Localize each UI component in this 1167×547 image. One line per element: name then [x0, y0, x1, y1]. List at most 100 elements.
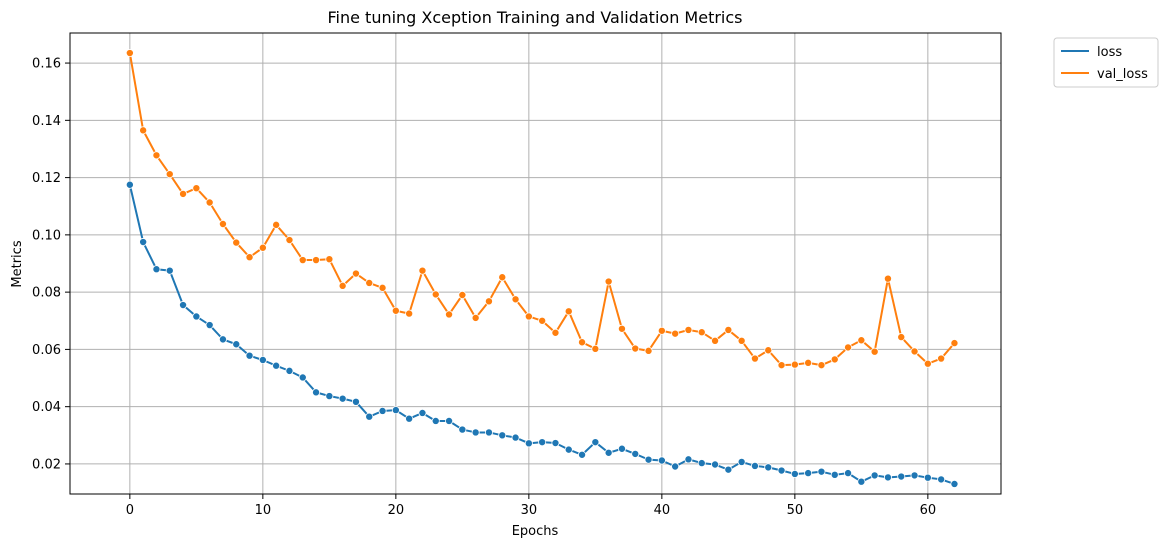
data-point-loss	[405, 414, 414, 423]
data-point-loss	[538, 438, 547, 447]
data-point-loss	[338, 394, 347, 403]
data-point-loss	[232, 340, 241, 349]
data-point-loss	[804, 469, 813, 478]
data-point-val-loss	[671, 329, 680, 338]
data-point-val-loss	[179, 189, 188, 198]
data-point-val-loss	[125, 49, 134, 58]
data-point-val-loss	[684, 325, 693, 334]
data-point-loss	[365, 412, 374, 421]
y-tick-label: 0.08	[32, 286, 61, 301]
x-tick-label: 60	[920, 503, 937, 518]
x-tick-label: 40	[654, 503, 671, 518]
data-point-val-loss	[564, 307, 573, 316]
data-point-loss	[684, 455, 693, 464]
data-point-val-loss	[777, 361, 786, 370]
data-point-val-loss	[657, 326, 666, 335]
data-point-loss	[724, 465, 733, 474]
data-point-val-loss	[312, 256, 321, 265]
data-point-val-loss	[870, 347, 879, 356]
data-point-val-loss	[458, 290, 467, 299]
data-point-val-loss	[857, 336, 866, 345]
data-point-val-loss	[604, 277, 613, 286]
data-point-val-loss	[937, 354, 946, 363]
x-axis-label: Epochs	[512, 524, 559, 539]
series-loss	[125, 180, 959, 488]
data-point-val-loss	[431, 290, 440, 299]
data-point-val-loss	[631, 344, 640, 353]
data-point-loss	[671, 462, 680, 471]
data-point-loss	[445, 416, 454, 425]
data-point-val-loss	[285, 236, 294, 245]
data-point-val-loss	[923, 359, 932, 368]
data-point-loss	[511, 433, 520, 442]
data-point-val-loss	[165, 170, 174, 179]
data-point-loss	[591, 438, 600, 447]
data-point-val-loss	[365, 278, 374, 287]
data-point-val-loss	[205, 198, 214, 207]
data-point-loss	[790, 469, 799, 478]
x-tick-label: 50	[787, 503, 804, 518]
data-point-loss	[830, 470, 839, 479]
data-point-loss	[285, 366, 294, 375]
data-point-val-loss	[790, 360, 799, 369]
data-point-loss	[604, 448, 613, 457]
data-point-val-loss	[817, 361, 826, 370]
data-point-loss	[139, 238, 148, 247]
y-tick-label: 0.02	[32, 457, 61, 472]
data-point-loss	[431, 416, 440, 425]
data-point-loss	[192, 312, 201, 321]
data-point-loss	[631, 449, 640, 458]
data-point-val-loss	[910, 347, 919, 356]
data-point-val-loss	[351, 269, 360, 278]
data-point-val-loss	[139, 126, 148, 135]
data-point-val-loss	[405, 309, 414, 318]
data-point-loss	[737, 457, 746, 466]
y-tick-label: 0.06	[32, 343, 61, 358]
data-point-loss	[165, 266, 174, 275]
data-point-val-loss	[830, 355, 839, 364]
data-point-loss	[125, 180, 134, 189]
data-point-val-loss	[711, 336, 720, 345]
data-point-val-loss	[272, 220, 281, 229]
plot-area-frame	[69, 32, 1002, 495]
data-point-loss	[883, 473, 892, 482]
data-point-loss	[564, 445, 573, 454]
data-point-loss	[312, 388, 321, 397]
data-point-val-loss	[724, 325, 733, 334]
data-point-loss	[484, 428, 493, 437]
data-point-loss	[750, 461, 759, 470]
chart-title: Fine tuning Xception Training and Valida…	[327, 8, 742, 27]
data-point-loss	[711, 460, 720, 469]
data-point-loss	[471, 428, 480, 437]
data-point-val-loss	[804, 358, 813, 367]
grid-lines	[70, 33, 1001, 494]
y-tick-label: 0.04	[32, 400, 61, 415]
data-point-loss	[657, 456, 666, 465]
data-point-loss	[551, 439, 560, 448]
data-point-val-loss	[750, 354, 759, 363]
data-point-val-loss	[418, 266, 427, 275]
data-point-val-loss	[524, 312, 533, 321]
data-point-val-loss	[764, 346, 773, 355]
data-point-loss	[923, 473, 932, 482]
data-point-val-loss	[697, 328, 706, 337]
data-point-val-loss	[498, 273, 507, 282]
data-point-loss	[844, 469, 853, 478]
data-point-loss	[950, 479, 959, 488]
data-point-loss	[179, 301, 188, 310]
x-axis-ticks: 0 10 20 30 40 50 60	[126, 494, 936, 518]
data-point-loss	[218, 335, 227, 344]
data-point-loss	[910, 471, 919, 480]
data-point-loss	[817, 467, 826, 476]
data-point-val-loss	[192, 184, 201, 193]
data-point-loss	[205, 321, 214, 330]
data-point-val-loss	[298, 256, 307, 265]
data-point-loss	[897, 472, 906, 481]
data-point-loss	[857, 477, 866, 486]
data-point-val-loss	[644, 346, 653, 355]
data-point-val-loss	[591, 344, 600, 353]
series-layer	[125, 49, 959, 488]
data-point-loss	[524, 439, 533, 448]
legend: loss val_loss	[1053, 37, 1159, 88]
